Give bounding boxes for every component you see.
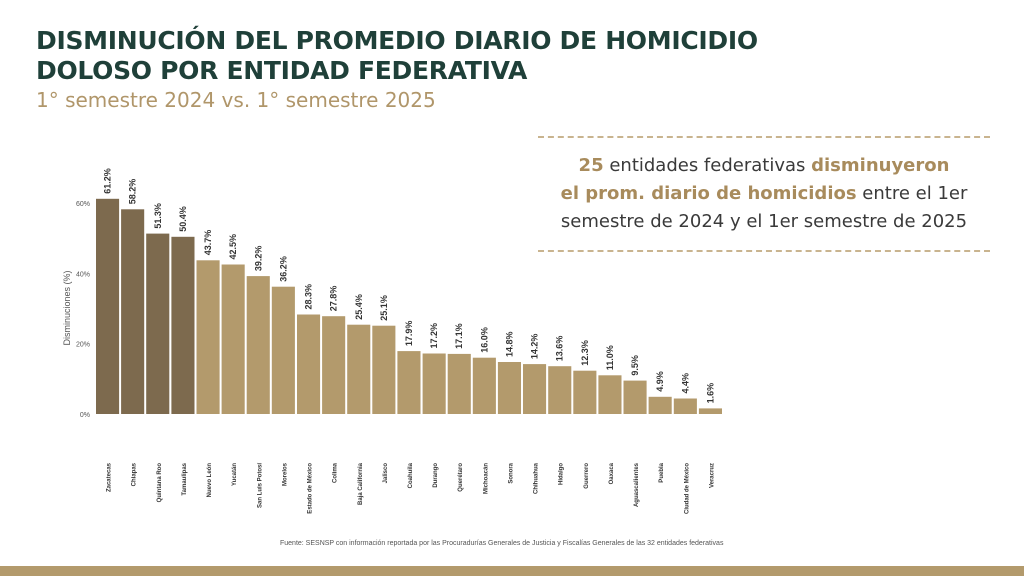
footer-bar xyxy=(0,566,1024,576)
x-tick-label: Estado de México xyxy=(308,463,314,514)
y-axis-label: Disminuciones (%) xyxy=(62,270,72,345)
data-label: 27.8% xyxy=(329,286,339,312)
bar xyxy=(196,260,220,414)
x-tick-label: Yucatán xyxy=(232,463,238,486)
data-label: 17.9% xyxy=(404,321,414,347)
bar xyxy=(598,375,622,414)
x-tick-label: Veracruz xyxy=(709,463,715,488)
callout-part1: entidades federativas xyxy=(603,155,812,176)
bar xyxy=(623,380,647,414)
data-label: 42.5% xyxy=(228,234,238,260)
y-tick-label: 20% xyxy=(76,342,90,349)
callout-part2: entre el 1er semestre de 2024 y el 1er s… xyxy=(560,183,968,232)
data-label: 28.3% xyxy=(304,284,314,310)
data-label: 9.5% xyxy=(630,355,640,376)
data-label: 39.2% xyxy=(253,246,263,272)
data-label: 4.4% xyxy=(680,373,690,394)
bar xyxy=(648,396,672,414)
data-label: 1.6% xyxy=(705,383,715,404)
y-tick-label: 60% xyxy=(76,201,90,208)
x-tick-label: Querétaro xyxy=(458,463,464,492)
x-tick-label: Ciudad de México xyxy=(684,463,690,514)
data-label: 17.1% xyxy=(454,323,464,349)
data-label: 4.9% xyxy=(655,371,665,392)
bar xyxy=(673,398,697,414)
data-label: 61.2% xyxy=(103,168,113,194)
bar xyxy=(322,316,346,414)
x-tick-label: Oaxaca xyxy=(609,462,615,484)
bar xyxy=(422,353,446,414)
data-label: 16.0% xyxy=(479,327,489,353)
bar xyxy=(96,198,120,414)
x-tick-label: Puebla xyxy=(659,462,665,482)
x-tick-label: Zacatecas xyxy=(107,462,113,492)
x-tick-label: Michoacán xyxy=(483,463,489,494)
bar xyxy=(271,286,295,414)
x-tick-label: Sonora xyxy=(509,462,515,483)
data-label: 36.2% xyxy=(278,256,288,282)
bar xyxy=(221,264,245,414)
x-tick-label: Baja California xyxy=(358,462,364,505)
x-tick-label: Chiapas xyxy=(132,462,138,486)
x-tick-label: Colima xyxy=(333,462,339,483)
bar xyxy=(548,366,572,414)
bar xyxy=(171,236,195,414)
source-note: Fuente: SESNSP con información reportada… xyxy=(280,540,724,547)
bar-chart: 0% 20% 40% 60% Disminuciones (%) 61.2% Zacatec… xyxy=(62,168,722,514)
bar xyxy=(397,351,421,414)
bar xyxy=(447,353,471,414)
bar xyxy=(246,276,270,414)
bar xyxy=(146,233,170,414)
data-label: 25.4% xyxy=(354,294,364,320)
data-label: 14.2% xyxy=(530,334,540,360)
x-tick-label: Nuevo León xyxy=(207,463,213,498)
bar xyxy=(698,408,722,414)
x-tick-label: Tamaulipas xyxy=(182,462,188,495)
data-label: 51.3% xyxy=(153,203,163,229)
bar xyxy=(497,362,521,414)
bar xyxy=(523,364,547,414)
bar xyxy=(372,325,396,414)
data-label: 14.8% xyxy=(505,331,515,357)
data-label: 17.2% xyxy=(429,323,439,349)
data-label: 11.0% xyxy=(605,345,615,370)
y-tick-label: 0% xyxy=(80,412,90,419)
x-tick-label: Chihuahua xyxy=(534,462,540,494)
x-tick-label: Durango xyxy=(433,463,439,488)
x-tick-label: Quintana Roo xyxy=(157,463,163,503)
x-tick-label: Coahuila xyxy=(408,462,414,488)
x-tick-label: Aguascalientes xyxy=(634,462,640,507)
callout-highlight2: el prom. diario de homicidios xyxy=(560,183,857,204)
x-tick-label: Morelos xyxy=(282,462,288,486)
data-label: 25.1% xyxy=(379,295,389,321)
y-tick-label: 40% xyxy=(76,271,90,278)
data-label: 13.6% xyxy=(555,336,565,362)
data-label: 12.3% xyxy=(580,340,590,366)
callout-text: 25 entidades federativas disminuyeron el … xyxy=(538,152,990,236)
x-tick-label: Guerrero xyxy=(584,463,590,489)
data-label: 58.2% xyxy=(128,179,138,205)
data-label: 43.7% xyxy=(203,230,213,256)
callout-count: 25 xyxy=(578,155,604,176)
bar xyxy=(472,357,496,414)
bar xyxy=(573,370,597,414)
summary-callout: 25 entidades federativas disminuyeron el … xyxy=(538,136,990,252)
bar xyxy=(297,314,321,414)
x-tick-label: Jalisco xyxy=(383,463,389,484)
bar xyxy=(347,324,371,414)
page-subtitle: 1° semestre 2024 vs. 1° semestre 2025 xyxy=(36,88,436,112)
data-label: 50.4% xyxy=(178,206,188,232)
callout-highlight1: disminuyeron xyxy=(811,155,950,176)
bar xyxy=(121,209,145,414)
page-title: DISMINUCIÓN DEL PROMEDIO DIARIO DE HOMIC… xyxy=(36,26,758,85)
x-tick-label: San Luis Potosí xyxy=(257,463,263,508)
x-tick-label: Hidalgo xyxy=(559,463,565,485)
